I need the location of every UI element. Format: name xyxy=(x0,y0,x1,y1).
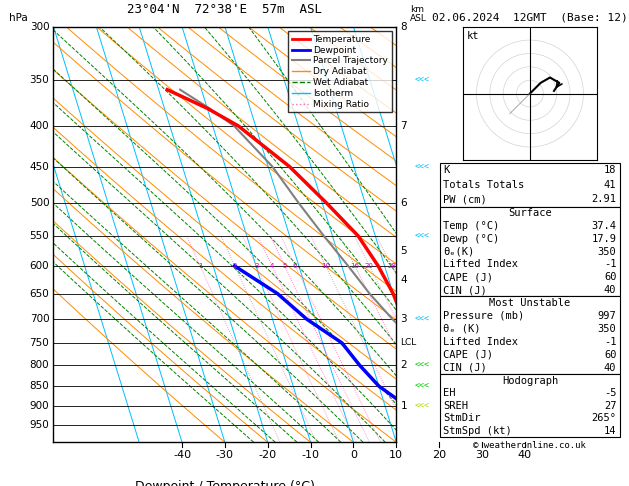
Text: Surface: Surface xyxy=(508,208,552,218)
Text: 40: 40 xyxy=(604,285,616,295)
Text: km
ASL: km ASL xyxy=(410,4,427,22)
Text: 300: 300 xyxy=(30,22,49,32)
Text: 0: 0 xyxy=(350,450,357,460)
Text: 350: 350 xyxy=(598,324,616,334)
Text: LCL: LCL xyxy=(401,338,416,347)
Text: 41: 41 xyxy=(604,180,616,190)
Text: Hodograph: Hodograph xyxy=(502,376,558,385)
Text: 16: 16 xyxy=(350,263,359,269)
Text: 350: 350 xyxy=(598,246,616,257)
Text: 1: 1 xyxy=(401,401,407,411)
Text: 5: 5 xyxy=(401,246,407,256)
Text: CAPE (J): CAPE (J) xyxy=(443,272,493,282)
Text: 60: 60 xyxy=(604,350,616,360)
Text: CAPE (J): CAPE (J) xyxy=(443,350,493,360)
Text: Pressure (mb): Pressure (mb) xyxy=(443,311,525,321)
Text: 20: 20 xyxy=(432,450,446,460)
Text: 02.06.2024  12GMT  (Base: 12): 02.06.2024 12GMT (Base: 12) xyxy=(432,12,628,22)
Text: 10: 10 xyxy=(321,263,330,269)
Text: Dewp (°C): Dewp (°C) xyxy=(443,234,499,243)
Text: <<<: <<< xyxy=(415,401,430,410)
Text: 750: 750 xyxy=(30,338,49,348)
Text: 500: 500 xyxy=(30,198,49,208)
Text: K: K xyxy=(443,165,450,175)
Text: 28: 28 xyxy=(387,263,396,269)
Text: CIN (J): CIN (J) xyxy=(443,285,487,295)
Text: 650: 650 xyxy=(30,289,49,298)
Text: Dewpoint / Temperature (°C): Dewpoint / Temperature (°C) xyxy=(135,480,314,486)
Text: -20: -20 xyxy=(259,450,277,460)
Text: -1: -1 xyxy=(604,260,616,269)
Text: 550: 550 xyxy=(30,231,49,241)
Text: -40: -40 xyxy=(173,450,191,460)
Text: 27: 27 xyxy=(604,401,616,411)
Text: 1: 1 xyxy=(198,263,203,269)
Text: 5: 5 xyxy=(282,263,287,269)
Text: 4: 4 xyxy=(401,275,407,285)
Text: PW (cm): PW (cm) xyxy=(443,194,487,204)
Text: 2: 2 xyxy=(233,263,237,269)
Text: 14: 14 xyxy=(604,426,616,436)
Text: 30: 30 xyxy=(475,450,489,460)
Text: 23°04'N  72°38'E  57m  ASL: 23°04'N 72°38'E 57m ASL xyxy=(127,3,323,17)
Text: Lifted Index: Lifted Index xyxy=(443,337,518,347)
Text: Mixing Ratio (g/kg): Mixing Ratio (g/kg) xyxy=(447,191,455,278)
Text: hPa: hPa xyxy=(9,13,28,22)
Text: 2: 2 xyxy=(401,360,407,370)
Text: 10: 10 xyxy=(389,450,403,460)
Text: 450: 450 xyxy=(30,162,49,172)
Text: 2.91: 2.91 xyxy=(591,194,616,204)
Text: CIN (J): CIN (J) xyxy=(443,363,487,373)
Text: Lifted Index: Lifted Index xyxy=(443,260,518,269)
Text: 6: 6 xyxy=(401,198,407,208)
Text: 400: 400 xyxy=(30,121,49,131)
Text: 950: 950 xyxy=(30,419,49,430)
Text: EH: EH xyxy=(443,388,456,398)
Text: 40: 40 xyxy=(518,450,532,460)
Text: θₑ (K): θₑ (K) xyxy=(443,324,481,334)
Text: 700: 700 xyxy=(30,314,49,324)
Text: <<<: <<< xyxy=(415,382,430,391)
Text: 17.9: 17.9 xyxy=(591,234,616,243)
Text: -30: -30 xyxy=(216,450,234,460)
Text: 997: 997 xyxy=(598,311,616,321)
Text: 18: 18 xyxy=(604,165,616,175)
Text: kt: kt xyxy=(467,31,480,41)
Text: 6: 6 xyxy=(293,263,298,269)
Text: 600: 600 xyxy=(30,261,49,271)
Text: 900: 900 xyxy=(30,401,49,411)
Text: Temp (°C): Temp (°C) xyxy=(443,221,499,231)
Text: StmSpd (kt): StmSpd (kt) xyxy=(443,426,512,436)
Text: 37.4: 37.4 xyxy=(591,221,616,231)
Text: <<<: <<< xyxy=(415,75,430,85)
Text: -5: -5 xyxy=(604,388,616,398)
Text: 265°: 265° xyxy=(591,414,616,423)
Text: <<<: <<< xyxy=(415,314,430,324)
Text: 850: 850 xyxy=(30,381,49,391)
Text: <<<: <<< xyxy=(415,361,430,370)
Text: 8: 8 xyxy=(401,22,407,32)
Text: SREH: SREH xyxy=(443,401,469,411)
Text: -10: -10 xyxy=(301,450,320,460)
Text: θₑ(K): θₑ(K) xyxy=(443,246,475,257)
Text: 3: 3 xyxy=(254,263,259,269)
Text: 40: 40 xyxy=(604,363,616,373)
Text: Most Unstable: Most Unstable xyxy=(489,298,571,308)
Legend: Temperature, Dewpoint, Parcel Trajectory, Dry Adiabat, Wet Adiabat, Isotherm, Mi: Temperature, Dewpoint, Parcel Trajectory… xyxy=(288,31,392,112)
Text: 4: 4 xyxy=(270,263,274,269)
Text: © weatheronline.co.uk: © weatheronline.co.uk xyxy=(474,441,586,451)
Text: 800: 800 xyxy=(30,360,49,370)
Text: <<<: <<< xyxy=(415,162,430,171)
Text: 20: 20 xyxy=(365,263,374,269)
Text: -1: -1 xyxy=(604,337,616,347)
Text: StmDir: StmDir xyxy=(443,414,481,423)
Text: <<<: <<< xyxy=(415,231,430,241)
Text: 7: 7 xyxy=(401,121,407,131)
Text: 350: 350 xyxy=(30,75,49,85)
Text: Totals Totals: Totals Totals xyxy=(443,180,525,190)
Text: 3: 3 xyxy=(401,314,407,324)
Text: 60: 60 xyxy=(604,272,616,282)
